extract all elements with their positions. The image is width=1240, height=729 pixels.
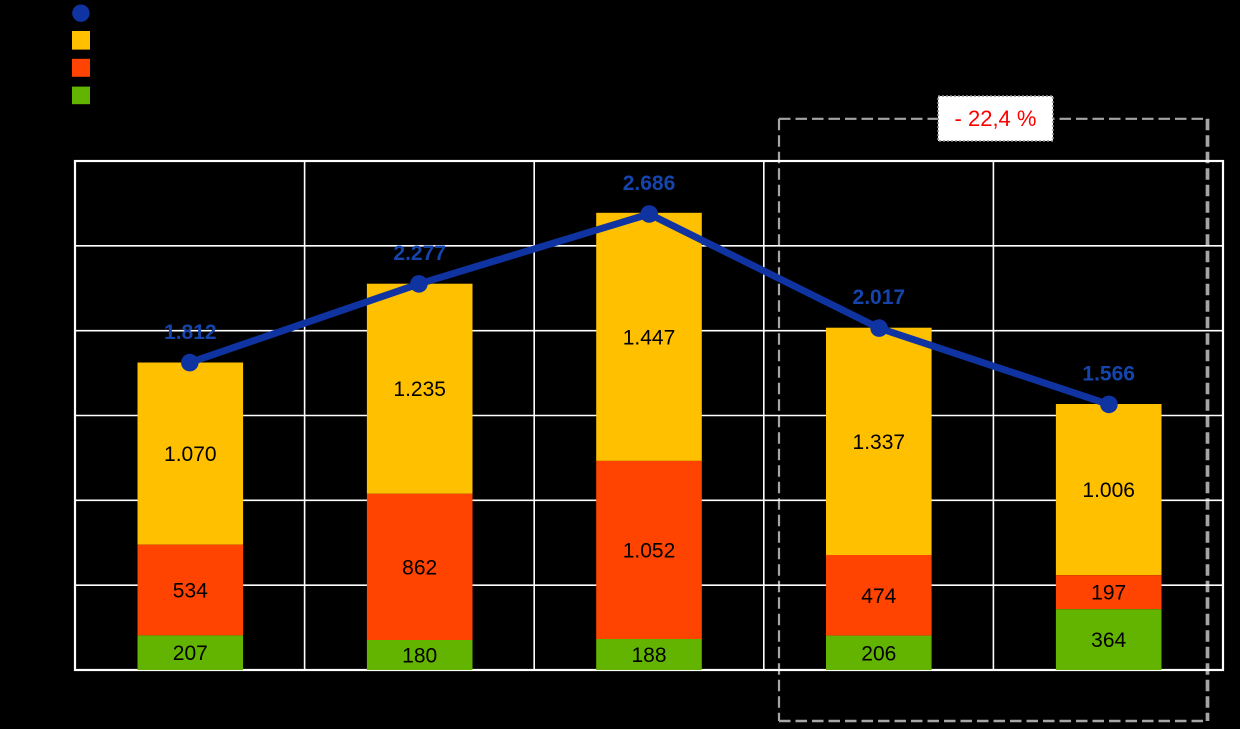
svg-text:180: 180: [402, 645, 437, 668]
svg-text:1.337: 1.337: [853, 431, 906, 454]
svg-text:364: 364: [1091, 629, 1126, 652]
svg-text:2.686: 2.686: [623, 172, 676, 195]
svg-text:2.017: 2.017: [853, 286, 906, 309]
svg-text:474: 474: [861, 585, 896, 608]
svg-text:207: 207: [173, 642, 208, 665]
svg-text:206: 206: [861, 642, 896, 665]
svg-text:1.566: 1.566: [1082, 363, 1135, 386]
svg-text:- 22,4 %: - 22,4 %: [955, 106, 1037, 131]
svg-text:2.277: 2.277: [393, 242, 446, 265]
svg-text:188: 188: [631, 644, 666, 667]
svg-text:862: 862: [402, 556, 437, 579]
svg-text:1.235: 1.235: [393, 378, 446, 401]
svg-text:1.070: 1.070: [164, 443, 217, 466]
svg-text:197: 197: [1091, 582, 1126, 605]
svg-text:1.006: 1.006: [1082, 479, 1135, 502]
svg-text:1.447: 1.447: [623, 326, 676, 349]
svg-text:1.812: 1.812: [164, 321, 217, 344]
svg-text:1.052: 1.052: [623, 540, 676, 563]
svg-text:534: 534: [173, 580, 208, 603]
